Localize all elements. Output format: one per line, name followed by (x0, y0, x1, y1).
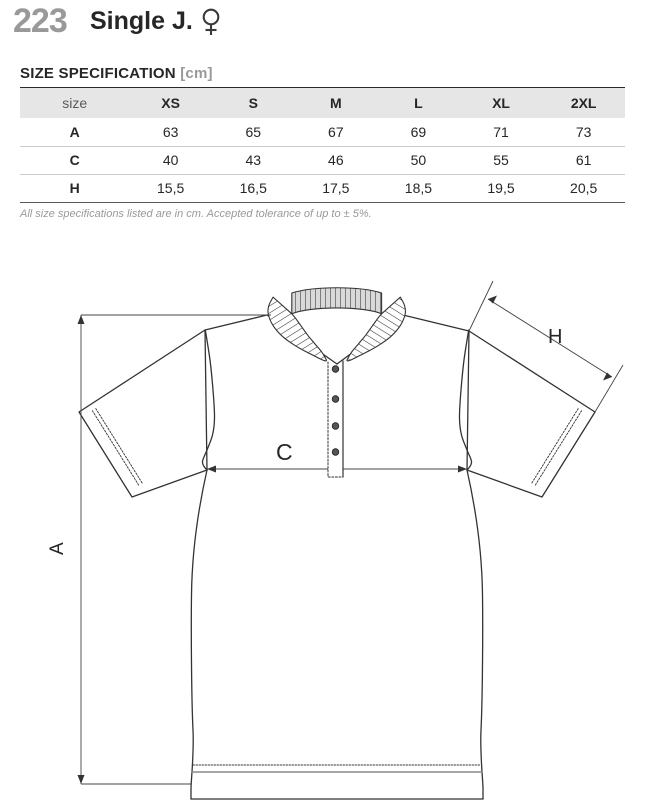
svg-text:C: C (276, 439, 293, 465)
svg-text:A: A (47, 542, 68, 555)
svg-text:H: H (548, 326, 562, 348)
